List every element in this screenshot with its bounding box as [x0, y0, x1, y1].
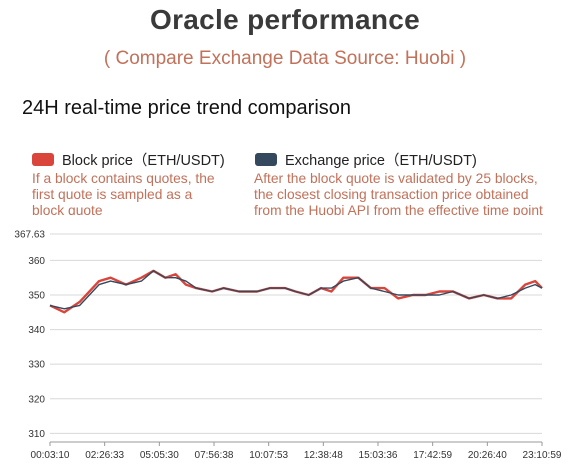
section-title: 24H real-time price trend comparison	[22, 97, 352, 119]
y-tick-label: 320	[28, 394, 45, 405]
y-tick-label: 310	[28, 429, 45, 440]
legend-item-block-price[interactable]: Block price（ETH/USDT)	[32, 149, 225, 170]
page-subtitle: ( Compare Exchange Data Source: Huobi )	[103, 48, 467, 69]
y-tick-label: 367.63	[14, 230, 45, 241]
x-tick-label: 17:42:59	[413, 450, 452, 461]
y-tick-label: 350	[28, 290, 45, 301]
legend-label-exchange-price: Exchange price（ETH/USDT)	[285, 153, 477, 169]
exchange-price-swatch	[255, 153, 277, 166]
x-tick-label: 20:26:40	[468, 450, 507, 461]
y-tick-label: 330	[28, 360, 45, 371]
legend-label-block-price: Block price（ETH/USDT)	[62, 153, 225, 169]
x-tick-label: 10:07:53	[249, 450, 288, 461]
y-tick-label: 340	[28, 325, 45, 336]
x-tick-label: 00:03:10	[31, 450, 70, 461]
page-title: Oracle performance	[150, 4, 420, 35]
x-tick-label: 05:05:30	[140, 450, 179, 461]
x-tick-label: 02:26:33	[85, 450, 124, 461]
x-tick-label: 07:56:38	[195, 450, 234, 461]
exchange-price-description: After the block quote is validated by 25…	[254, 171, 543, 215]
block-price-description: If a block contains quotes, the first qu…	[32, 171, 215, 215]
y-tick-label: 360	[28, 256, 45, 267]
block-price-swatch	[32, 153, 54, 166]
legend-item-exchange-price[interactable]: Exchange price（ETH/USDT)	[255, 149, 477, 170]
exchange-price-line	[49, 270, 543, 310]
x-tick-label: 12:38:48	[304, 450, 343, 461]
price-line-chart: 367.63 360 350 340 330 320 310 00:03:10 02:26:33…	[14, 230, 562, 462]
x-tick-label: 15:03:36	[359, 450, 398, 461]
x-tick-label: 23:10:59	[523, 450, 562, 461]
